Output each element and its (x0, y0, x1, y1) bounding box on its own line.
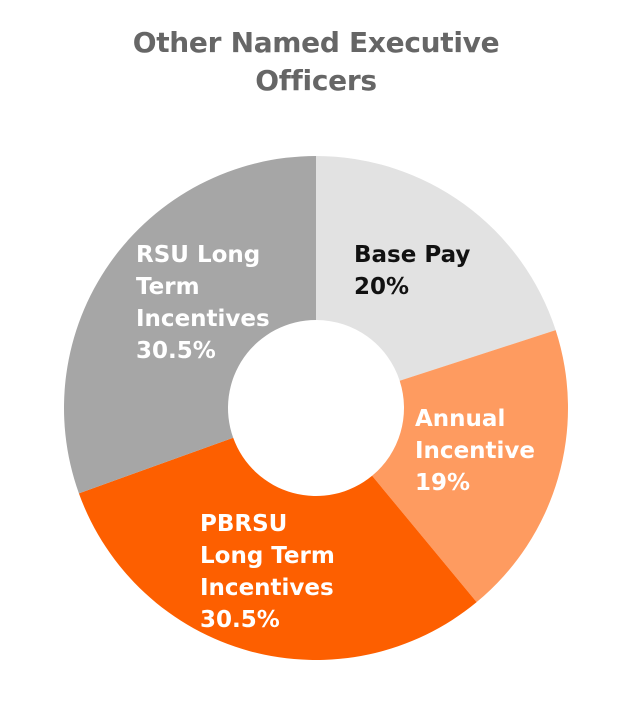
slice-label-line: Term (136, 274, 200, 300)
slice-label-annual-incentive: Annual Incentive 19% (415, 406, 535, 496)
slice-label-line: RSU Long (136, 242, 260, 268)
slice-label-line: 19% (415, 470, 470, 496)
slice-annual-incentive (372, 330, 569, 603)
slice-label-line: Incentives (136, 306, 270, 332)
slice-label-line: Incentives (200, 575, 334, 601)
slice-pbrsu-long-term-incentives (78, 437, 477, 660)
slice-base-pay (316, 156, 556, 381)
slice-label-pbrsu-long-term-incentives: PBRSU Long Term Incentives 30.5% (200, 511, 335, 633)
slice-label-line: 30.5% (200, 607, 280, 633)
slice-label-rsu-long-term-incentives: RSU Long Term Incentives 30.5% (136, 242, 270, 364)
slice-label-line: Long Term (200, 543, 335, 569)
slice-rsu-long-term-incentives (63, 156, 317, 494)
slice-label-line: 30.5% (136, 338, 216, 364)
slice-label-line: 20% (354, 274, 409, 300)
slice-label-line: Base Pay (354, 242, 470, 268)
slice-label-line: Incentive (415, 438, 535, 464)
chart-title-line-2: Officers (255, 64, 377, 97)
slice-label-line: PBRSU (200, 511, 287, 537)
chart-title: Other Named Executive Officers (0, 24, 632, 100)
slice-label-base-pay: Base Pay 20% (354, 242, 470, 300)
chart-title-line-1: Other Named Executive (132, 26, 500, 59)
slice-label-line: Annual (415, 406, 505, 432)
